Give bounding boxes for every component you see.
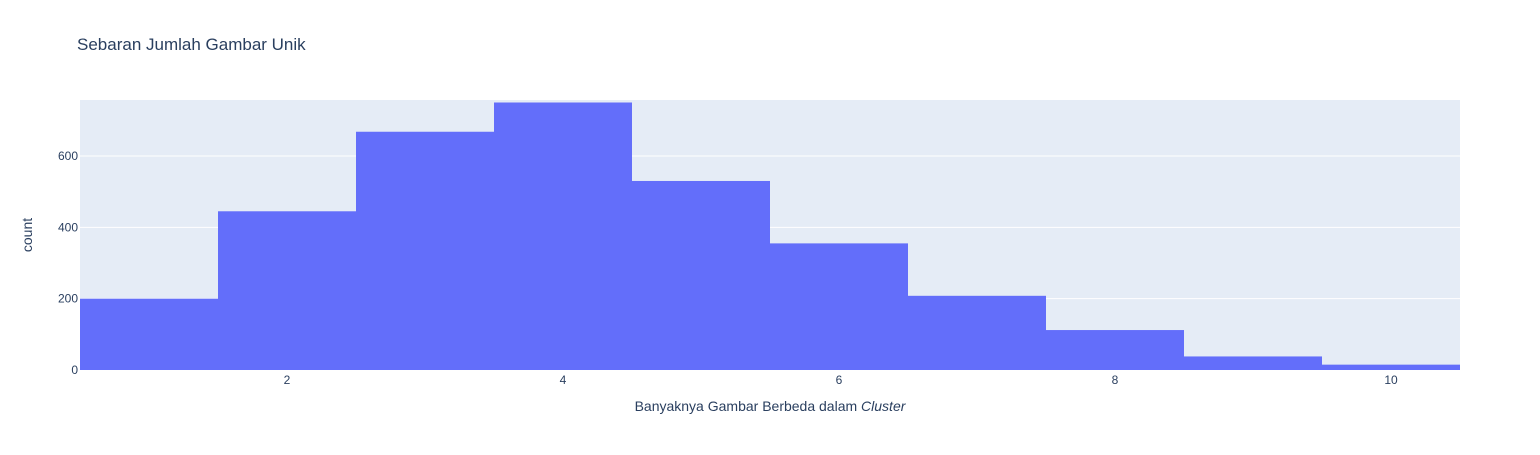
histogram-bar [632,180,770,370]
histogram-bar [218,211,356,370]
y-axis-title: count [19,218,35,252]
x-axis-title-text: Banyaknya Gambar Berbeda dalam [635,398,861,414]
x-tick-label: 2 [284,373,291,387]
x-axis-title: Banyaknya Gambar Berbeda dalam Cluster [635,398,907,414]
y-tick-label: 0 [71,363,78,377]
x-tick-label: 8 [1112,373,1119,387]
histogram-bar [356,131,494,370]
x-tick-label: 10 [1384,373,1398,387]
y-tick-label: 200 [58,292,78,306]
histogram-bar [1322,364,1460,370]
y-tick-label: 600 [58,149,78,163]
histogram-bar [494,102,632,370]
x-axis-ticks: 2 4 6 8 10 [284,373,1398,387]
chart-title: Sebaran Jumlah Gambar Unik [77,35,306,54]
y-tick-label: 400 [58,220,78,234]
x-tick-label: 4 [560,373,567,387]
x-tick-label: 6 [836,373,843,387]
x-axis-title-emphasis: Cluster [861,398,907,414]
bars [80,102,1460,370]
y-axis-ticks: 0 200 400 600 [58,149,78,377]
histogram-bar [908,295,1046,370]
histogram-bar [80,298,218,370]
histogram-bar [770,243,908,370]
histogram-bar [1184,356,1322,370]
histogram-bar [1046,330,1184,370]
